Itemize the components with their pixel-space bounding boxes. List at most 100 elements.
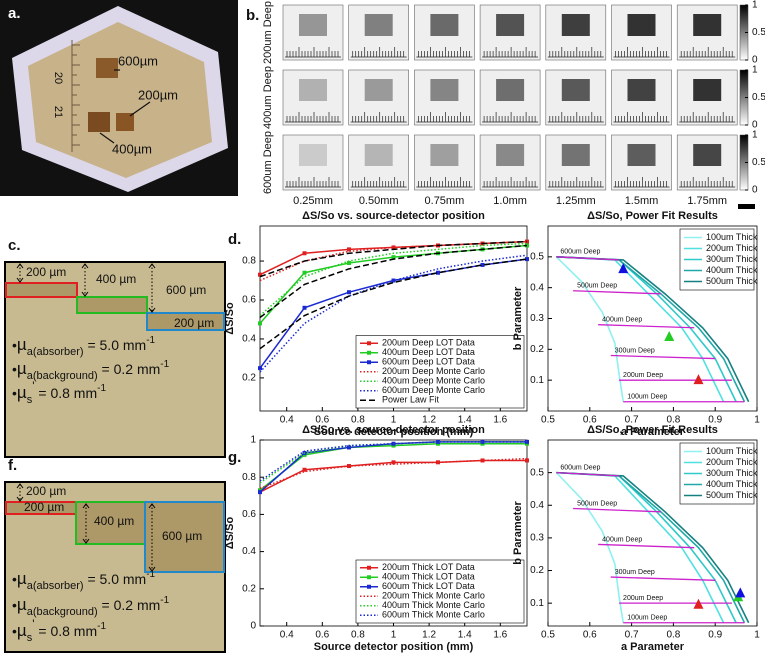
x-axis-label: a Parameter <box>621 641 685 653</box>
absorber-image <box>430 144 459 166</box>
y-tick-label: 0.2 <box>242 373 256 384</box>
ruler <box>71 40 80 152</box>
x-tick-label: 1 <box>391 415 397 426</box>
property-symbol: µ <box>17 595 27 614</box>
colorbar-tick-label: 1 <box>752 65 758 76</box>
property-bullet: • <box>12 361 17 377</box>
series-line <box>555 472 625 623</box>
x-tick-label: 0.4 <box>280 630 294 641</box>
legend-marker <box>367 350 371 355</box>
depth-line <box>556 471 620 477</box>
data-point <box>664 331 675 341</box>
depth-line <box>598 543 695 549</box>
ruler-image <box>285 112 341 123</box>
legend-label: 400um Thick <box>706 265 758 275</box>
property: •µs' = 0.8 mm-1 <box>12 617 106 644</box>
series-line <box>259 240 528 278</box>
dimension-label: 200 µm <box>24 500 64 514</box>
layer <box>76 296 148 314</box>
x-tick-label: 0.5 <box>541 415 555 426</box>
y-tick-label: 0.4 <box>530 282 544 293</box>
photo-panel: 20 21 600µm 200µm 400µm a. <box>0 0 238 196</box>
legend-marker <box>367 575 371 580</box>
legend-marker <box>367 565 371 570</box>
dimension-label: 400 µm <box>96 272 136 286</box>
depth-label: 300um Deep <box>615 347 655 354</box>
data-point <box>258 490 262 495</box>
panel-label: f. <box>8 457 17 474</box>
property-bullet: • <box>12 571 17 587</box>
absorber-image <box>496 144 525 166</box>
x-tick-label: 1 <box>754 415 760 426</box>
depth-label: 200um Deep <box>623 595 663 602</box>
layer <box>146 312 225 331</box>
chart-title: ΔS/So vs. source-detector position <box>302 210 485 222</box>
ruler-image <box>679 47 736 58</box>
legend-marker <box>367 360 371 365</box>
y-tick-label: 0.4 <box>242 546 256 557</box>
series-line <box>259 457 528 490</box>
legend-label: 400um Deep Monte Carlo <box>382 376 485 386</box>
x-tick-label: 0.6 <box>583 630 597 641</box>
legend-label: 300um Thick <box>706 468 758 478</box>
data-point <box>436 460 440 465</box>
legend <box>355 335 525 409</box>
arrow-head <box>16 483 24 502</box>
dimension-label: 200 µm <box>26 484 66 498</box>
colorbar-tick-label: 0 <box>752 55 758 66</box>
legend-label: 500um Thick <box>706 490 758 500</box>
y-tick-label: 0.8 <box>242 472 256 483</box>
absorber-image <box>693 144 722 166</box>
pointer <box>99 69 151 144</box>
legend-label: 400um Deep LOT Data <box>382 347 475 357</box>
row-label: 600um Deep <box>262 131 274 194</box>
depth-label: 500um Deep <box>577 500 617 507</box>
absorber-image <box>561 79 590 101</box>
ruler-image <box>482 177 539 188</box>
data-point <box>618 263 629 274</box>
ruler-image <box>350 47 407 58</box>
y-tick-label: 0.3 <box>530 533 544 544</box>
absorber-image <box>496 14 525 36</box>
x-tick-label: 0.9 <box>708 415 722 426</box>
panel-label: d. <box>228 231 241 248</box>
property-symbol: µ <box>17 621 27 640</box>
x-tick-label: 1.6 <box>493 630 507 641</box>
data-point <box>436 439 440 444</box>
property-text: = 0.2 mm <box>98 361 161 377</box>
data-point <box>480 262 485 267</box>
property-text: = 0.2 mm <box>98 597 161 613</box>
y-tick-label: 0.5 <box>530 467 544 478</box>
legend-label: 600um Deep Monte Carlo <box>382 385 485 395</box>
row-label: 200um Deep <box>262 1 274 64</box>
depth-label: 600µm <box>118 53 158 68</box>
inclusion <box>116 113 134 131</box>
arrow-head <box>16 263 24 283</box>
column-label: 1.5mm <box>625 195 659 207</box>
map-image <box>282 69 344 126</box>
colorbar-tick-label: 0.5 <box>752 92 765 103</box>
x-tick-label: 0.6 <box>315 415 329 426</box>
data-point <box>302 305 307 310</box>
data-point <box>391 245 396 250</box>
ruler-image <box>482 47 539 58</box>
map-image <box>414 134 475 191</box>
series-line <box>259 441 527 482</box>
data-point <box>347 290 351 295</box>
property-bullet: • <box>12 385 17 401</box>
absorber-image <box>627 14 656 36</box>
legend <box>355 559 525 624</box>
property-superscript: -1 <box>160 359 169 370</box>
data-point <box>693 374 704 385</box>
column-label: 0.75mm <box>425 195 465 207</box>
depth-line <box>573 290 661 295</box>
data-point <box>391 255 396 260</box>
depth-label: 100um Deep <box>627 615 667 622</box>
depth-label: 200µm <box>138 87 178 102</box>
property-bullet: • <box>12 623 17 639</box>
legend-label: 100um Thick <box>706 232 758 242</box>
map-image <box>348 69 410 126</box>
x-tick-label: 1.2 <box>422 630 436 641</box>
ruler-image <box>613 177 670 188</box>
